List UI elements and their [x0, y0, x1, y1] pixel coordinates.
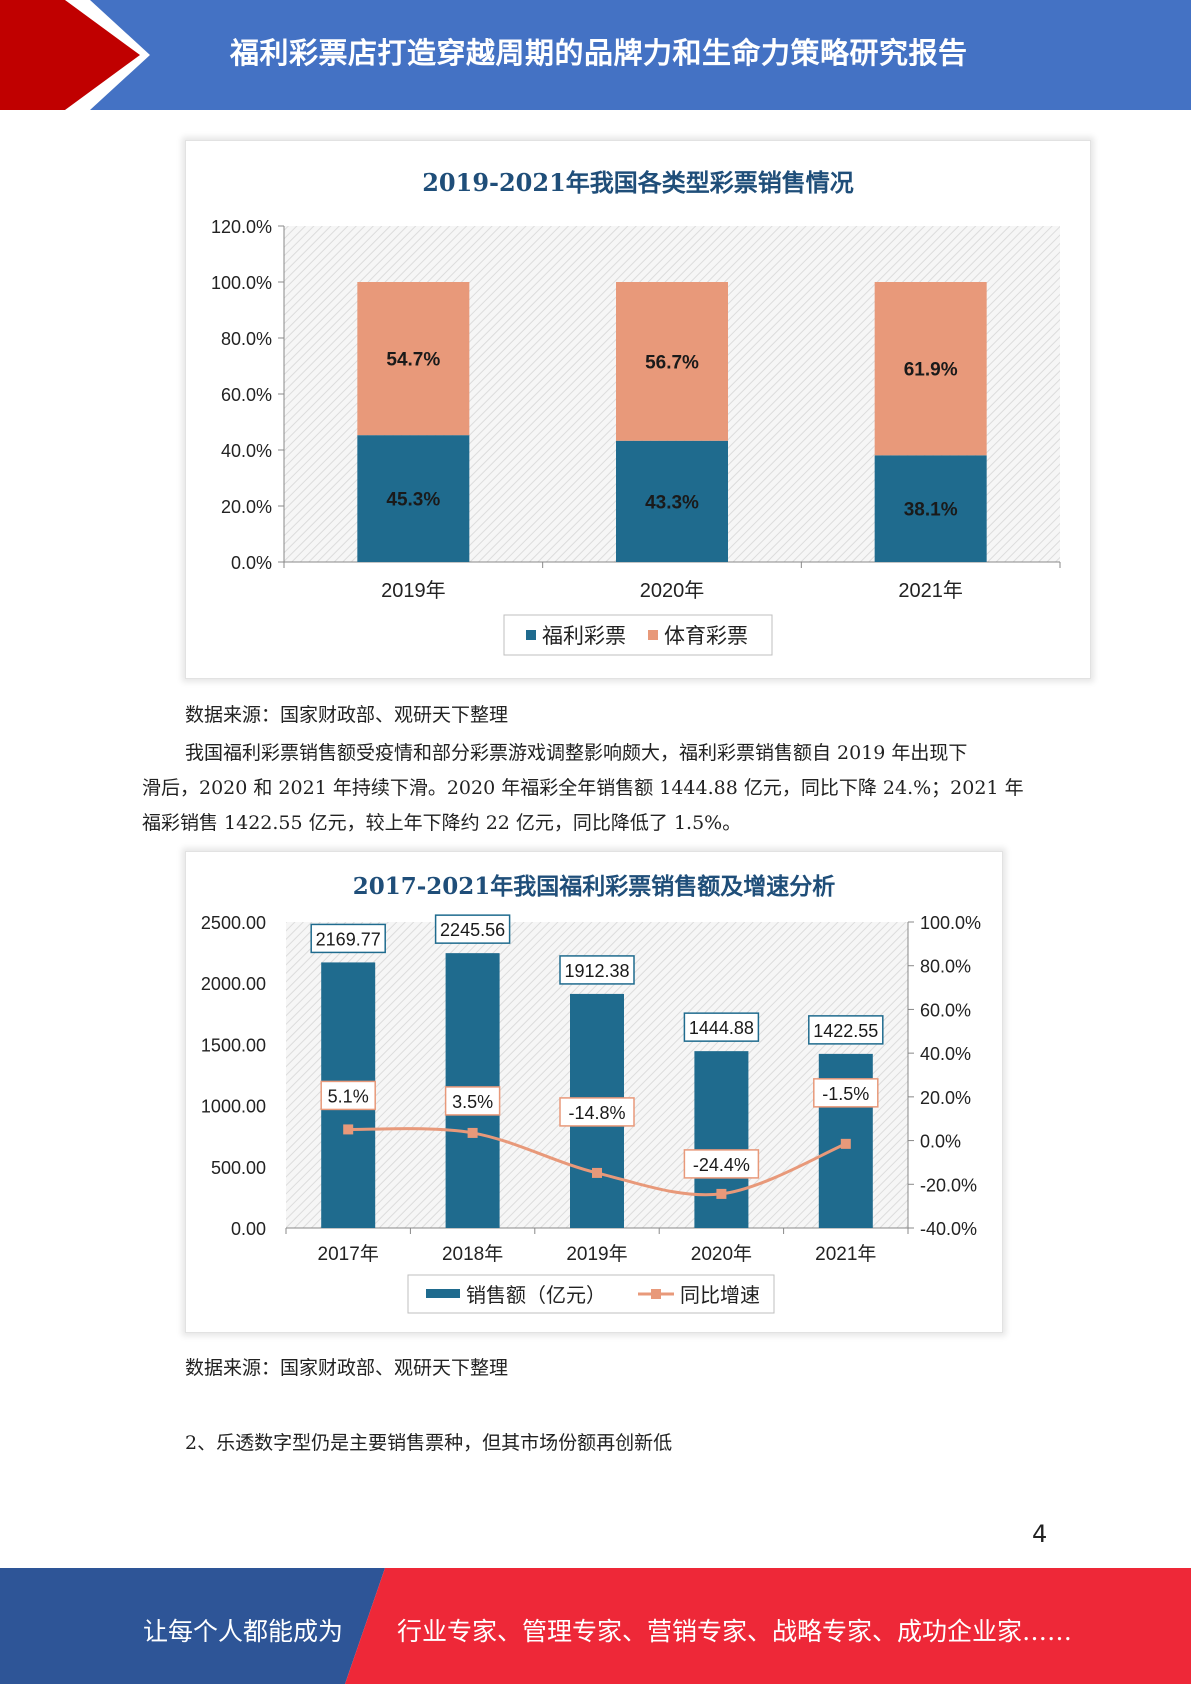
chart1-ytick-label: 20.0% — [221, 497, 272, 517]
chart1-xtick-label: 2020年 — [640, 579, 705, 602]
chart2-label-sales: 2245.56 — [440, 920, 505, 940]
chart2-legend-label-growth: 同比增速 — [680, 1284, 760, 1307]
footer-band-decoration — [0, 1568, 1191, 1684]
chart2-source: 数据来源：国家财政部、观研天下整理 — [185, 1357, 509, 1379]
chart1-ytick-label: 0.0% — [231, 553, 272, 573]
chart2-xtick-label: 2020年 — [691, 1243, 752, 1265]
chart1-ytick-label: 120.0% — [211, 217, 272, 237]
chart2-label-box-sales — [683, 1012, 760, 1042]
chart2-ytick-right-label: 100.0% — [920, 913, 981, 933]
chart1-ytick-label: 100.0% — [211, 273, 272, 293]
chart2-label-growth: -14.8% — [568, 1103, 625, 1123]
chart2-xtick-label: 2017年 — [318, 1243, 379, 1265]
page-footer: 让每个人都能成为 行业专家、管理专家、营销专家、战略专家、成功企业家…… — [0, 1568, 1191, 1684]
chart2-ytick-left-label: 1500.00 — [201, 1035, 266, 1055]
chart2-svg: 2017-2021年我国福利彩票销售额及增速分析 0.00 500.00 1000.0… — [201, 873, 981, 1314]
chart2-title: 2017-2021年我国福利彩票销售额及增速分析 — [353, 873, 836, 900]
chart2-label-sales: 1444.88 — [689, 1018, 754, 1038]
chart2-label-sales: 1422.55 — [813, 1021, 878, 1041]
chart1-bar-sports — [357, 282, 470, 436]
chart2-ytick-right-label: 60.0% — [920, 1000, 971, 1020]
footer-slogan: 让每个人都能成为 — [143, 1617, 344, 1646]
chart2-label-growth: -1.5% — [822, 1084, 869, 1104]
chart2-ytick-left-label: 0.00 — [231, 1219, 266, 1239]
chart2-point-growth — [343, 1124, 354, 1135]
chart1-ytick-label: 80.0% — [221, 329, 272, 349]
chart2-legend — [407, 1274, 775, 1314]
chart2-xtick-label: 2021年 — [815, 1243, 876, 1265]
report-title: 福利彩票店打造穿越周期的品牌力和生命力策略研究报告 — [230, 36, 968, 70]
chart2-label-box-growth — [683, 1149, 760, 1179]
chart2-label-box-growth — [559, 1097, 635, 1127]
paragraph-line-3: 福彩销售 1422.55 亿元，较上年下降约 22 亿元，同比降低了 1.5%。 — [142, 812, 742, 834]
chart2-label-box-sales — [434, 914, 511, 944]
chart-lottery-types: 2019-2021年我国各类型彩票销售情况 0.0% 20.0% 40.0% 60.0%… — [185, 140, 1091, 679]
body-paragraph: 我国福利彩票销售额受疫情和部分彩票游戏调整影响颇大，福利彩票销售额自 2019 … — [142, 736, 1042, 841]
chart1-label-sports: 56.7% — [645, 352, 699, 373]
chart1-xtick-label: 2019年 — [381, 579, 446, 602]
chart2-label-sales: 1912.38 — [564, 961, 629, 981]
chart2-ytick-right-label: 40.0% — [920, 1044, 971, 1064]
page-header: 福利彩票店打造穿越周期的品牌力和生命力策略研究报告 — [0, 0, 1191, 110]
chart2-legend-swatch-sales — [426, 1289, 460, 1298]
chart1-bar-welfare — [874, 455, 987, 562]
chart2-legend-label-sales: 销售额（亿元） — [466, 1284, 606, 1307]
chart2-xtick-label: 2018年 — [442, 1243, 503, 1265]
chart2-ytick-right-label: 20.0% — [920, 1088, 971, 1108]
chart2-ytick-right-label: 0.0% — [920, 1132, 961, 1152]
paragraph-line-1: 我国福利彩票销售额受疫情和部分彩票游戏调整影响颇大，福利彩票销售额自 2019 … — [185, 742, 968, 764]
chart2-point-growth — [840, 1138, 851, 1149]
chart1-label-sports: 54.7% — [386, 350, 440, 371]
chart2-label-growth: 3.5% — [452, 1092, 493, 1112]
chart1-ytick-label: 40.0% — [221, 441, 272, 461]
chart2-point-growth — [467, 1127, 478, 1138]
chart2-ytick-left-label: 500.00 — [211, 1158, 266, 1178]
chart1-label-sports: 61.9% — [904, 360, 958, 381]
chart1-legend-label-welfare: 福利彩票 — [542, 625, 626, 648]
chart1-legend-label-sports: 体育彩票 — [664, 625, 748, 648]
chart2-label-box-sales — [310, 923, 386, 954]
chart2-ytick-right-label: 80.0% — [920, 957, 971, 977]
chart1-ytick-label: 60.0% — [221, 385, 272, 405]
chart2-ytick-right-label: -20.0% — [920, 1175, 977, 1195]
chart2-xtick-label: 2019年 — [566, 1243, 627, 1265]
chart1-label-welfare: 38.1% — [904, 500, 958, 521]
chart2-ytick-left-label: 2000.00 — [201, 974, 266, 994]
chart1-bar-sports — [616, 282, 728, 441]
chart1-label-welfare: 43.3% — [645, 492, 699, 513]
chart2-label-box-growth — [813, 1078, 879, 1108]
chart1-bar-sports — [874, 282, 987, 456]
chart1-svg: 2019-2021年我国各类型彩票销售情况 0.0% 20.0% 40.0% 60.0%… — [211, 168, 1061, 656]
chart2-label-box-sales — [559, 955, 635, 985]
chart1-source: 数据来源：国家财政部、观研天下整理 — [185, 704, 509, 726]
chart1-legend-swatch-sports — [648, 630, 658, 640]
page-number: 4 — [1032, 1520, 1048, 1548]
chart2-label-growth: -24.4% — [693, 1155, 750, 1175]
footer-slogan-roles: 行业专家、管理专家、营销专家、战略专家、成功企业家…… — [397, 1617, 1073, 1646]
chart1-label-welfare: 45.3% — [386, 490, 440, 511]
header-arrow-decoration — [0, 0, 150, 110]
chart1-bar-welfare — [616, 440, 728, 562]
chart1-title: 2019-2021年我国各类型彩票销售情况 — [422, 168, 854, 197]
chart1-xtick-label: 2021年 — [898, 579, 963, 602]
chart1-bar-welfare — [357, 435, 470, 562]
section-heading: 2、乐透数字型仍是主要销售票种，但其市场份额再创新低 — [185, 1432, 673, 1454]
chart2-label-growth: 5.1% — [328, 1086, 369, 1106]
chart2-legend-swatch-growth-point — [651, 1289, 661, 1299]
chart-welfare-sales: 2017-2021年我国福利彩票销售额及增速分析 0.00 500.00 1000.0… — [185, 851, 1003, 1333]
chart1-legend-swatch-welfare — [526, 630, 536, 640]
paragraph-line-2: 滑后，2020 和 2021 年持续下滑。2020 年福彩全年销售额 1444.… — [142, 777, 1024, 799]
chart2-label-sales: 2169.77 — [316, 929, 381, 949]
chart2-point-growth — [592, 1167, 602, 1178]
chart2-label-box-growth — [444, 1086, 501, 1116]
chart2-ytick-right-label: -40.0% — [920, 1219, 977, 1239]
chart2-label-box-growth — [320, 1080, 376, 1111]
chart2-ytick-left-label: 1000.00 — [201, 1097, 266, 1117]
chart2-bar-sales — [694, 1051, 749, 1228]
chart2-label-box-sales — [808, 1015, 884, 1045]
chart2-ytick-left-label: 2500.00 — [201, 913, 266, 933]
chart1-legend — [503, 614, 773, 656]
chart2-point-growth — [716, 1188, 727, 1199]
